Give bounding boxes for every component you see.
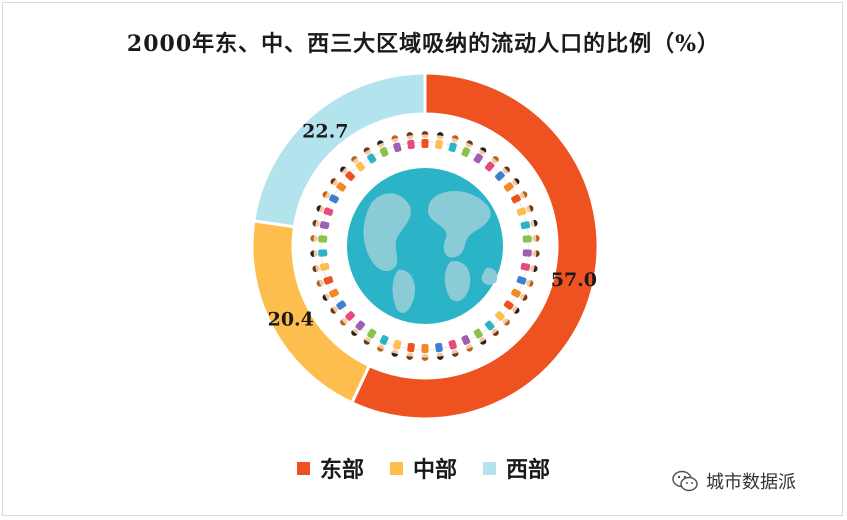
person-icon xyxy=(522,249,540,258)
person-icon xyxy=(435,342,444,360)
person-icon xyxy=(363,147,377,164)
person-icon xyxy=(448,135,459,153)
data-label-east: 57.0 xyxy=(551,269,597,291)
data-label-central: 20.4 xyxy=(268,308,314,330)
data-labels: 57.0 20.4 22.7 xyxy=(268,121,597,331)
person-icon xyxy=(351,156,366,172)
person-icon xyxy=(511,288,528,301)
person-icon xyxy=(316,276,334,287)
legend-label: 东部 xyxy=(319,457,364,483)
slice-east xyxy=(349,71,600,421)
person-icon xyxy=(448,339,459,357)
chart-legend: 东部 中部 西部 xyxy=(0,452,847,484)
person-icon xyxy=(520,219,538,230)
person-icon xyxy=(363,328,377,345)
slice-west xyxy=(252,71,427,229)
legend-swatch xyxy=(296,461,310,475)
people-figures xyxy=(310,131,540,361)
watermark: 城市数据派 xyxy=(672,468,796,494)
person-icon xyxy=(340,311,355,326)
person-icon xyxy=(473,147,487,164)
person-icon xyxy=(310,234,328,243)
globe-continents xyxy=(363,191,498,313)
person-icon xyxy=(461,335,473,352)
person-icon xyxy=(421,131,429,148)
person-icon xyxy=(421,344,429,361)
person-icon xyxy=(406,132,415,150)
person-icon xyxy=(522,234,540,243)
person-icon xyxy=(484,156,499,172)
person-icon xyxy=(330,178,347,192)
legend-item-west: 西部 xyxy=(483,452,550,484)
person-icon xyxy=(495,166,510,181)
continent-eurasia xyxy=(428,191,491,258)
chart-title: 2000年东、中、西三大区域吸纳的流动人口的比例（%） xyxy=(126,31,721,57)
donut-slices xyxy=(250,71,600,421)
person-icon xyxy=(406,342,415,360)
person-icon xyxy=(520,262,538,273)
continent-americas-south xyxy=(392,269,416,313)
wechat-icon xyxy=(672,470,698,492)
person-icon xyxy=(330,300,347,314)
person-icon xyxy=(312,262,330,273)
person-icon xyxy=(391,339,402,357)
continent-americas-north xyxy=(363,193,411,272)
person-icon xyxy=(312,219,330,230)
person-icon xyxy=(461,140,473,157)
person-icon xyxy=(391,135,402,153)
person-icon xyxy=(377,335,389,352)
globe-illustration xyxy=(310,131,540,361)
person-icon xyxy=(484,320,499,336)
data-label-west: 22.7 xyxy=(302,121,348,143)
legend-swatch xyxy=(483,461,496,475)
person-icon xyxy=(340,166,355,181)
person-icon xyxy=(516,276,534,287)
person-icon xyxy=(351,320,366,336)
legend-swatch xyxy=(389,461,403,475)
person-icon xyxy=(503,300,520,314)
person-icon xyxy=(435,132,444,150)
person-icon xyxy=(516,205,534,216)
watermark-text: 城市数据派 xyxy=(706,472,796,493)
person-icon xyxy=(511,191,528,204)
continent-australia xyxy=(481,267,498,285)
person-icon xyxy=(473,328,487,345)
continent-africa xyxy=(444,261,471,302)
legend-label: 西部 xyxy=(506,457,551,483)
person-icon xyxy=(377,140,389,157)
legend-item-east: 东部 xyxy=(296,452,364,484)
person-icon xyxy=(322,288,339,301)
legend-item-central: 中部 xyxy=(389,452,457,484)
person-icon xyxy=(495,311,510,326)
legend-label: 中部 xyxy=(412,457,457,483)
person-icon xyxy=(503,178,520,192)
person-icon xyxy=(322,191,339,204)
person-icon xyxy=(316,205,334,216)
person-icon xyxy=(310,249,328,258)
